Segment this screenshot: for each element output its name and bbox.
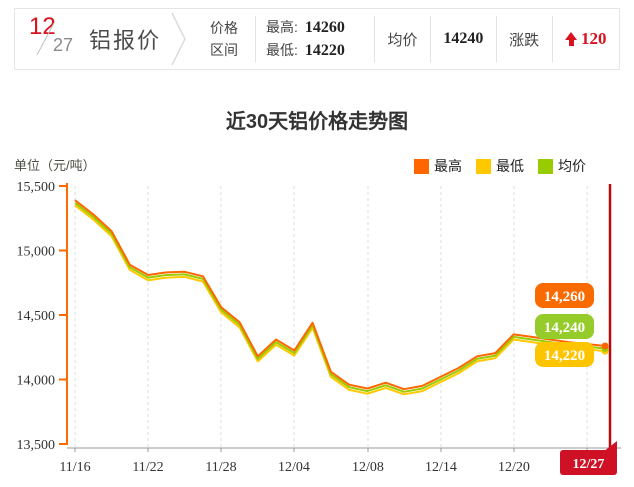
series-line-最高 (74, 199, 606, 391)
y-axis-unit-label: 单位（元/吨） (14, 158, 96, 173)
value-badge-label: 14,260 (544, 289, 585, 305)
today-date-label: 12/27 (573, 457, 605, 472)
legend-item-low: 最低 (476, 156, 524, 176)
high-value: 14260 (304, 19, 345, 36)
x-tick-label: 11/22 (132, 460, 163, 475)
divider (551, 16, 553, 62)
value-badge-label: 14,220 (544, 348, 585, 364)
chart-title: 近30天铝价格走势图 (225, 111, 409, 133)
y-tick-label: 15,500 (17, 180, 56, 195)
high-row: 最高: 14260 (266, 19, 345, 36)
y-tick-label: 14,000 (17, 374, 56, 389)
divider (495, 16, 497, 62)
value-badge (535, 283, 594, 308)
avg-value: 14240 (443, 30, 484, 47)
x-tick-label: 11/16 (59, 460, 90, 475)
legend-item-avg: 均价 (538, 156, 586, 176)
series-line-最低 (74, 204, 606, 396)
chevron-right-icon (171, 12, 186, 66)
low-value: 14220 (304, 42, 345, 59)
quote-header: 12 27 铝报价 价格 区间 最高: 14260 最低: 14220 均价 142… (14, 8, 620, 70)
y-tick-label: 14,500 (17, 309, 56, 324)
x-tick-label: 11/28 (205, 460, 236, 475)
product-name: 铝报价 (89, 28, 162, 53)
value-badge-label: 14,240 (544, 320, 585, 336)
divider (255, 16, 257, 62)
series-end-dot-最高 (601, 342, 609, 350)
y-tick-label: 13,500 (17, 438, 56, 453)
legend-swatch-low (476, 158, 491, 174)
series-line-均价 (74, 202, 606, 393)
change-value-block: 120 (553, 29, 619, 49)
y-tick-label: 15,000 (17, 245, 56, 260)
up-arrow-icon (565, 32, 578, 46)
value-badge (535, 314, 594, 339)
today-date-badge (560, 450, 617, 475)
change-label: 涨跌 (509, 31, 540, 49)
legend-item-high: 最高 (414, 156, 462, 176)
high-low-block: 最高: 14260 最低: 14220 (256, 16, 374, 62)
quote-date: 12 27 (27, 13, 87, 65)
divider (429, 16, 431, 62)
x-tick-label: 12/04 (278, 460, 310, 475)
x-tick-label: 12/14 (425, 460, 457, 475)
x-tick-label: 12/08 (352, 460, 384, 475)
x-tick-label: 12/20 (498, 460, 530, 475)
price-range-label: 价格 区间 (210, 20, 239, 58)
change-value: 120 (581, 29, 607, 48)
date-day: 27 (53, 35, 74, 55)
legend-swatch-high (414, 158, 429, 174)
chart-legend: 最高 最低 均价 (414, 156, 586, 176)
avg-label: 均价 (387, 31, 418, 49)
divider (374, 16, 376, 62)
value-badge (535, 342, 594, 367)
low-row: 最低: 14220 (266, 42, 345, 59)
legend-swatch-avg (538, 158, 553, 174)
